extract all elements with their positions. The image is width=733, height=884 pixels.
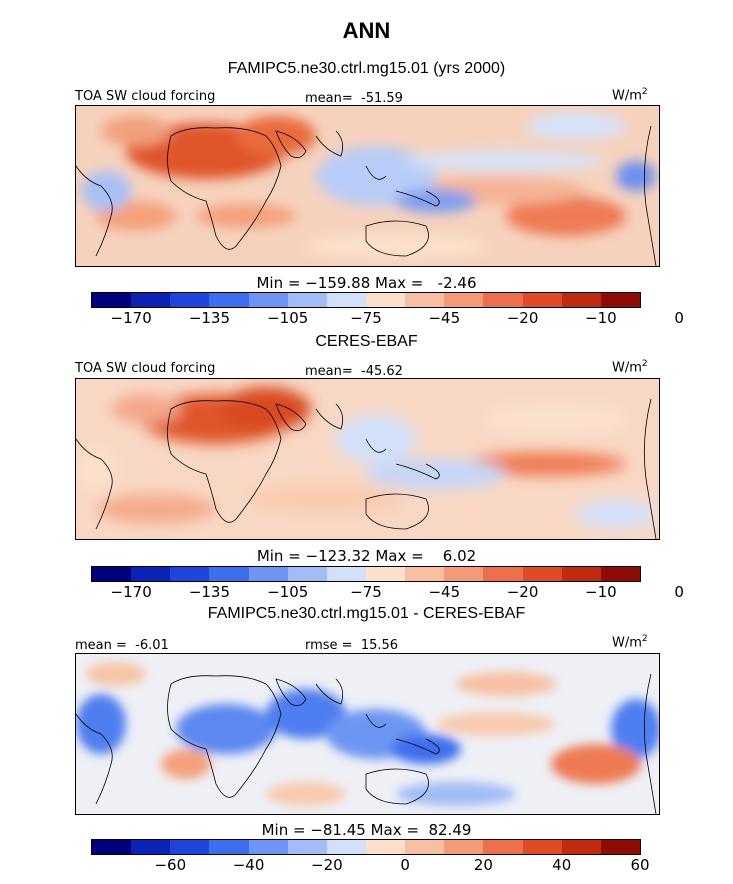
panel3-map — [75, 653, 660, 815]
panel2-left-label: TOA SW cloud forcing — [75, 361, 216, 376]
colorbar-tick-label: 0 — [400, 856, 410, 874]
panel1-mean-label: mean= -51.59 — [305, 91, 403, 106]
colorbar-tick-label: −75 — [350, 583, 382, 601]
colorbar-swatch — [131, 840, 171, 854]
colorbar-swatch — [522, 840, 562, 854]
panel2-subtitle: CERES-EBAF — [315, 333, 418, 350]
colorbar-swatch — [600, 293, 640, 307]
panel1-units: W/m2 — [612, 87, 648, 104]
colorbar-tick-label: 0 — [674, 583, 684, 601]
panel1-map-field — [76, 106, 659, 266]
colorbar-tick-label: 0 — [674, 309, 684, 327]
colorbar-swatch — [209, 567, 249, 581]
colorbar-swatch — [483, 293, 523, 307]
colorbar-swatch — [326, 840, 366, 854]
colorbar-swatch — [522, 567, 562, 581]
colorbar-tick-label: −40 — [232, 856, 265, 874]
colorbar-swatch — [209, 293, 249, 307]
colorbar-tick-label: −45 — [428, 583, 461, 601]
colorbar-swatch — [287, 567, 327, 581]
panel3-rmse-label: rmse = 15.56 — [305, 638, 399, 653]
colorbar-swatch — [444, 840, 484, 854]
colorbar-swatch — [444, 567, 484, 581]
colorbar-tick-label: 20 — [473, 856, 493, 874]
colorbar-swatch — [522, 293, 562, 307]
colorbar-swatch — [92, 840, 132, 854]
panel1-left-label: TOA SW cloud forcing — [75, 89, 216, 104]
colorbar-swatch — [365, 293, 406, 307]
colorbar-swatch — [365, 567, 406, 581]
colorbar-tick-label: −105 — [267, 309, 309, 327]
colorbar-tick-label: −20 — [311, 856, 343, 874]
panel1-map — [75, 105, 660, 267]
colorbar-swatch — [561, 293, 601, 307]
colorbar-swatch — [92, 567, 132, 581]
panel3-colorbar — [91, 839, 641, 855]
panel3-minmax: Min = −81.45 Max = 82.49 — [261, 821, 472, 839]
colorbar-tick-label: −75 — [350, 309, 382, 327]
colorbar-swatch — [170, 840, 210, 854]
colorbar-tick-label: 40 — [552, 856, 572, 874]
colorbar-swatch — [405, 293, 445, 307]
colorbar-tick-label: −135 — [188, 583, 231, 601]
panel2-colorbar — [91, 566, 641, 582]
colorbar-swatch — [561, 840, 601, 854]
colorbar-tick-label: −20 — [506, 309, 539, 327]
colorbar-swatch — [405, 567, 445, 581]
colorbar-swatch — [600, 840, 640, 854]
colorbar-swatch — [326, 567, 366, 581]
colorbar-swatch — [405, 840, 445, 854]
colorbar-swatch — [248, 567, 288, 581]
colorbar-swatch — [444, 293, 484, 307]
colorbar-tick-label: −135 — [188, 309, 231, 327]
colorbar-tick-label: −170 — [110, 309, 152, 327]
figure-title: ANN — [342, 18, 391, 43]
colorbar-tick-label: −170 — [110, 583, 152, 601]
colorbar-swatch — [248, 293, 288, 307]
colorbar-swatch — [483, 567, 523, 581]
colorbar-tick-label: −20 — [506, 583, 539, 601]
panel1-subtitle: FAMIPC5.ne30.ctrl.mg15.01 (yrs 2000) — [227, 60, 506, 77]
colorbar-swatch — [131, 567, 171, 581]
panel1-minmax: Min = −159.88 Max = -2.46 — [256, 274, 477, 292]
colorbar-swatch — [287, 293, 327, 307]
colorbar-swatch — [600, 567, 640, 581]
colorbar-tick-label: −10 — [585, 583, 617, 601]
panel2-map — [75, 378, 660, 540]
panel2-map-field — [76, 379, 659, 539]
colorbar-swatch — [483, 840, 523, 854]
panel1-colorbar — [91, 292, 641, 308]
colorbar-swatch — [561, 567, 601, 581]
colorbar-swatch — [170, 567, 210, 581]
panel3-subtitle: FAMIPC5.ne30.ctrl.mg15.01 - CERES-EBAF — [207, 605, 526, 622]
colorbar-tick-label: −45 — [428, 309, 461, 327]
panel3-map-field — [76, 654, 659, 814]
colorbar-swatch — [365, 840, 406, 854]
colorbar-swatch — [131, 293, 171, 307]
colorbar-swatch — [92, 293, 132, 307]
panel3-mean-label: mean = -6.01 — [75, 638, 169, 653]
panel3-units: W/m2 — [612, 634, 648, 651]
colorbar-swatch — [287, 840, 327, 854]
colorbar-swatch — [209, 840, 249, 854]
colorbar-swatch — [326, 293, 366, 307]
colorbar-swatch — [170, 293, 210, 307]
colorbar-swatch — [248, 840, 288, 854]
colorbar-tick-label: −105 — [267, 583, 309, 601]
panel2-minmax: Min = −123.32 Max = 6.02 — [256, 547, 477, 565]
panel2-mean-label: mean= -45.62 — [305, 364, 403, 379]
colorbar-tick-label: −60 — [154, 856, 187, 874]
panel2-units: W/m2 — [612, 359, 648, 376]
colorbar-tick-label: 60 — [630, 856, 650, 874]
colorbar-tick-label: −10 — [585, 309, 617, 327]
